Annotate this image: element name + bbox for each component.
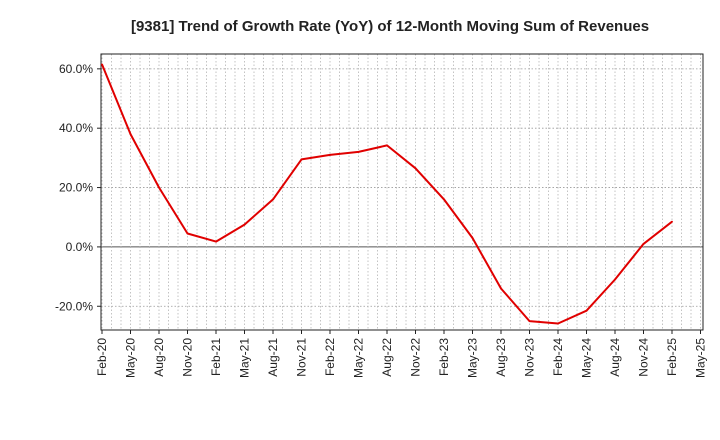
x-tick-label: Feb-22 — [323, 338, 337, 376]
x-tick-label: Nov-21 — [295, 338, 309, 377]
x-tick-label: Aug-24 — [608, 338, 622, 377]
data-point — [386, 144, 388, 147]
data-point — [101, 63, 103, 66]
x-tick-label: Nov-22 — [409, 338, 423, 377]
data-point — [329, 154, 331, 156]
data-point — [300, 158, 303, 161]
data-point — [671, 220, 673, 223]
y-axis: -20.0% 0.0% 20.0% 40.0% 60.0% — [55, 62, 101, 313]
x-tick-label: May-23 — [466, 338, 480, 378]
data-point — [642, 243, 645, 245]
x-tick-label: Aug-20 — [152, 338, 166, 377]
x-tick-label: Nov-23 — [523, 338, 537, 377]
x-tick-label: Feb-24 — [551, 338, 565, 376]
y-tick-label: 40.0% — [59, 121, 93, 135]
data-point — [500, 287, 502, 290]
data-point — [585, 309, 588, 312]
grid — [101, 54, 703, 330]
chart-title: [9381] Trend of Growth Rate (YoY) of 12-… — [131, 18, 649, 35]
data-point — [186, 232, 189, 235]
x-axis: Feb-20 May-20 Aug-20 Nov-20 Feb-21 May-21 Aug-… — [95, 330, 708, 378]
x-tick-label: Nov-24 — [637, 338, 651, 377]
x-tick-label: May-22 — [352, 338, 366, 378]
data-point — [357, 151, 360, 153]
data-point — [528, 320, 531, 322]
series-layer — [101, 63, 673, 325]
x-tick-label: May-21 — [238, 338, 252, 378]
data-point — [614, 278, 616, 281]
data-point — [215, 240, 217, 243]
data-point — [443, 198, 445, 201]
x-tick-label: Feb-25 — [665, 338, 679, 376]
x-tick-label: Feb-23 — [437, 338, 451, 376]
y-tick-label: 0.0% — [66, 240, 94, 254]
data-point — [243, 223, 246, 226]
y-tick-label: 60.0% — [59, 62, 93, 76]
x-tick-label: May-25 — [694, 338, 708, 378]
data-point — [471, 237, 474, 239]
x-tick-label: Feb-21 — [209, 338, 223, 376]
x-tick-label: Aug-22 — [380, 338, 394, 377]
data-point — [414, 167, 417, 170]
x-tick-label: Nov-20 — [181, 338, 195, 377]
plot-area-frame — [100, 53, 704, 331]
x-tick-label: Aug-21 — [266, 338, 280, 377]
x-tick-label: Feb-20 — [95, 338, 109, 376]
x-tick-label: May-24 — [580, 338, 594, 378]
x-tick-label: Aug-23 — [494, 338, 508, 377]
data-point — [272, 198, 274, 201]
y-tick-label: 20.0% — [59, 181, 93, 195]
data-point — [557, 322, 559, 325]
data-point — [158, 186, 160, 189]
data-point — [129, 133, 132, 136]
x-tick-label: May-20 — [124, 338, 138, 378]
y-tick-label: -20.0% — [55, 299, 93, 313]
